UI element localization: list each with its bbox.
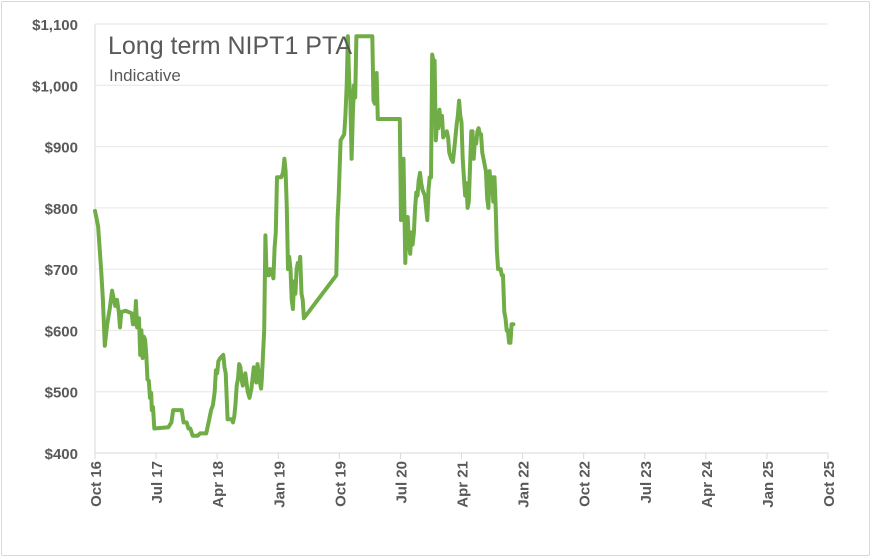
y-tick-label: $800 — [45, 201, 78, 218]
x-tick-label: Apr 18 — [210, 461, 227, 508]
chart-title: Long term NIPT1 PTA — [108, 32, 352, 60]
x-tick-label: Oct 25 — [821, 461, 838, 507]
y-tick-label: $1,000 — [32, 78, 78, 95]
series-line — [93, 34, 516, 438]
x-tick-label: Jan 25 — [760, 461, 777, 508]
axes — [94, 24, 828, 454]
y-tick-label: $900 — [45, 140, 78, 157]
gridlines — [95, 23, 828, 393]
y-tick-label: $400 — [45, 446, 78, 463]
x-tick-label: Apr 24 — [699, 460, 716, 507]
x-tick-label: Oct 16 — [88, 461, 105, 507]
x-tick-label: Jul 20 — [393, 461, 410, 504]
chart-subtitle: Indicative — [109, 66, 181, 85]
x-tick-label: Oct 19 — [332, 461, 349, 507]
y-tick-label: $1,100 — [32, 17, 78, 34]
x-tick-label: Jan 22 — [516, 461, 533, 508]
x-tick-label: Apr 21 — [455, 461, 472, 508]
x-tick-label: Jul 23 — [638, 461, 655, 504]
x-axis-ticks: Oct 16 Jul 17 Apr 18 Jan 19 Oct 19 Jul 20 Apr … — [88, 453, 838, 508]
y-tick-label: $500 — [45, 385, 78, 402]
x-tick-label: Jan 19 — [271, 461, 288, 508]
y-axis-ticks: $400 $500 $600 $700 $800 $900 $1,000 $1,100 — [32, 17, 78, 463]
y-tick-label: $600 — [45, 323, 78, 340]
y-tick-label: $700 — [45, 262, 78, 279]
series-layer — [93, 34, 516, 438]
x-tick-label: Jul 17 — [149, 461, 166, 504]
x-tick-label: Oct 22 — [577, 461, 594, 507]
